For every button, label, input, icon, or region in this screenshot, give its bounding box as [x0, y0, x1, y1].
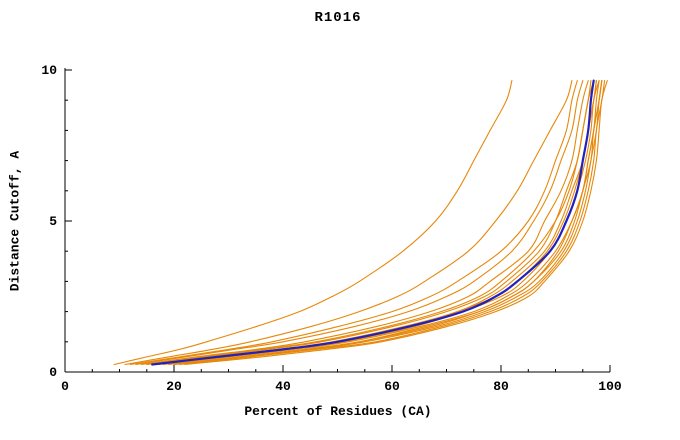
model-curve [168, 80, 603, 366]
model-curve [146, 80, 592, 366]
model-curve [140, 80, 589, 366]
model-curve [162, 80, 600, 366]
model-curve [173, 80, 603, 366]
x-tick-label: 40 [275, 379, 291, 394]
y-tick-label: 10 [41, 63, 57, 78]
y-tick-label: 0 [49, 365, 57, 380]
x-axis-label: Percent of Residues (CA) [244, 404, 432, 419]
model-curve [178, 80, 606, 366]
x-tick-label: 60 [384, 379, 400, 394]
model-curve [184, 80, 608, 366]
model-curve [129, 80, 578, 366]
model-curve [135, 80, 584, 366]
chart-title: R1016 [314, 10, 362, 26]
model-curve [173, 80, 603, 366]
x-tick-label: 80 [493, 379, 509, 394]
model-curve [113, 80, 513, 366]
x-tick-label: 20 [166, 379, 182, 394]
model-curve [157, 80, 597, 366]
x-tick-label: 100 [598, 379, 622, 394]
model-curve [124, 80, 573, 366]
y-tick-label: 5 [49, 214, 57, 229]
x-tick-label: 0 [61, 379, 69, 394]
highlight-curve [151, 79, 595, 366]
